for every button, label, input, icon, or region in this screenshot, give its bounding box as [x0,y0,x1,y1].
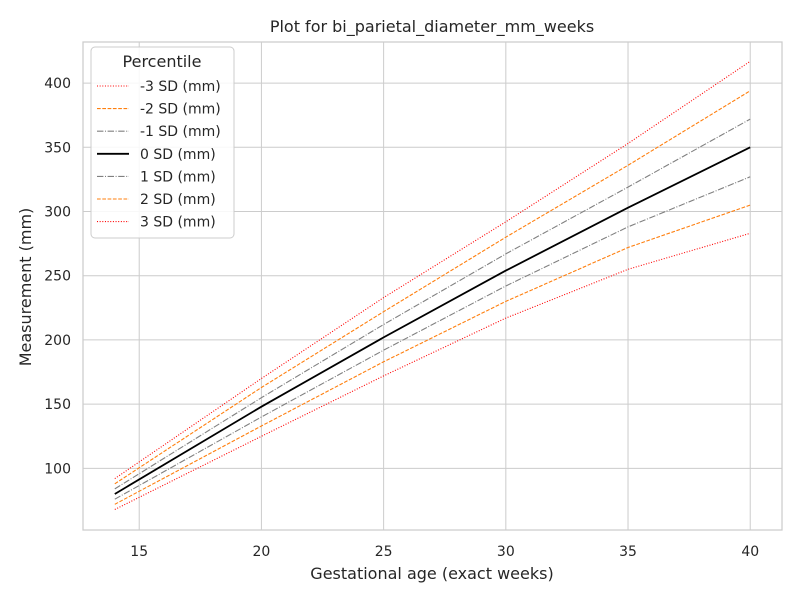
series-line [114,204,751,505]
legend-label: 0 SD (mm) [140,147,216,163]
x-tick-label: 15 [130,544,148,560]
y-tick-label: 400 [44,76,71,92]
plot-frame [82,41,783,531]
x-tick-label: 20 [253,544,271,560]
legend-label: -3 SD (mm) [140,79,221,95]
y-tick-label: 200 [44,333,71,349]
legend-label: 1 SD (mm) [140,169,216,185]
x-tick-label: 25 [375,544,393,560]
legend-items: -3 SD (mm) -2 SD (mm) -1 SD (mm) 0 SD (mm) 1… [97,79,221,231]
series-line [114,90,751,485]
y-tick-label: 100 [44,461,71,477]
y-tick-label: 350 [44,140,71,156]
x-tick-label: 30 [497,544,515,560]
series-line [114,146,751,495]
y-tick-labels: 100 150 200 250 300 350 400 [44,76,71,477]
legend-label: 2 SD (mm) [140,192,216,208]
y-tick-label: 150 [44,397,71,413]
series-layer [114,60,751,510]
legend: Percentile -3 SD (mm) -2 SD (mm) -1 SD (mm… [90,46,235,239]
chart-title: Plot for bi_parietal_diameter_mm_weeks [270,17,594,37]
legend-title: Percentile [123,52,202,71]
legend-box [90,46,235,239]
legend-label: -1 SD (mm) [140,124,221,140]
y-tick-label: 300 [44,205,71,221]
legend-label: -2 SD (mm) [140,102,221,118]
y-axis-label: Measurement (mm) [16,208,35,367]
series-line [114,176,751,500]
x-axis-label: Gestational age (exact weeks) [310,564,553,583]
legend-label: 3 SD (mm) [140,215,216,231]
x-tick-label: 40 [741,544,759,560]
series-line [114,118,751,490]
x-tick-labels: 15 20 25 30 35 40 [130,544,759,560]
y-tick-label: 250 [44,269,71,285]
x-tick-label: 35 [619,544,637,560]
